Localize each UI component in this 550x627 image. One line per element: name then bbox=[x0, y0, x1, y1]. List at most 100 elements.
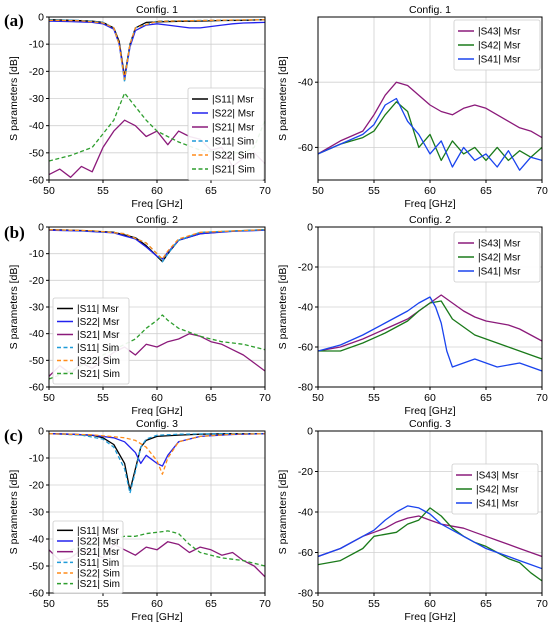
y-tick-label: -60 bbox=[29, 382, 44, 394]
y-axis-label: S parameters [dB] bbox=[8, 470, 20, 555]
legend-label: |S11| Sim bbox=[77, 343, 119, 354]
y-axis-label: S parameters [dB] bbox=[8, 56, 20, 141]
chart-title: Config. 3 bbox=[409, 418, 451, 430]
series-line bbox=[318, 81, 542, 155]
x-tick-label: 70 bbox=[536, 598, 548, 610]
x-tick-label: 65 bbox=[205, 598, 217, 610]
y-tick-label: -30 bbox=[29, 302, 44, 314]
series-line bbox=[318, 97, 542, 171]
y-tick-label: -40 bbox=[298, 77, 313, 89]
x-axis-label: Freq [GHz] bbox=[404, 405, 455, 417]
x-tick-label: 65 bbox=[480, 185, 492, 197]
x-tick-label: 60 bbox=[151, 598, 163, 610]
legend: |S11| Msr|S22| Msr|S21| Msr|S11| Sim|S22… bbox=[52, 297, 130, 385]
y-axis-label: S parameters [dB] bbox=[8, 265, 20, 350]
chart-c-left: 50 55 60 65 70 0 -10 -20 -30 -40 -50 -60 Config. 3 Fr… bbox=[8, 418, 271, 623]
legend-label: |S43| Msr bbox=[476, 471, 519, 482]
legend: |S11| Msr|S22| Msr|S21| Msr|S11| Sim|S22… bbox=[187, 87, 265, 181]
chart-b-left: 50 55 60 65 70 0 -10 -20 -30 -40 -50 -60 Config. 2 Fr… bbox=[8, 214, 271, 417]
y-tick-label: -60 bbox=[29, 588, 44, 600]
legend-label: |S21| Sim bbox=[77, 369, 120, 380]
y-tick-label: -80 bbox=[298, 382, 313, 394]
legend-label: |S11| Msr bbox=[212, 95, 254, 106]
x-tick-label: 55 bbox=[368, 185, 380, 197]
legend-label: |S43| Msr bbox=[478, 239, 521, 250]
chart-c-right: 50 55 60 65 70 0 -20 -40 -60 -80 Config. 3 Freq [GH… bbox=[277, 418, 548, 623]
y-tick-label: -40 bbox=[29, 534, 44, 546]
series-line bbox=[49, 433, 265, 494]
x-tick-label: 60 bbox=[151, 392, 163, 404]
legend: |S43| Msr |S42| Msr |S41| Msr bbox=[453, 19, 541, 71]
series-line bbox=[49, 433, 265, 475]
legend-label: |S11| Sim bbox=[212, 137, 254, 148]
x-axis-label: Freq [GHz] bbox=[131, 198, 182, 210]
x-tick-label: 50 bbox=[43, 598, 55, 610]
chart-title: Config. 2 bbox=[136, 214, 178, 226]
y-tick-label: -80 bbox=[298, 588, 313, 600]
y-tick-label: -30 bbox=[29, 507, 44, 519]
panel-letter: (c) bbox=[4, 426, 23, 445]
legend-label: |S22| Sim bbox=[77, 569, 120, 580]
x-tick-label: 70 bbox=[259, 392, 271, 404]
x-axis-label: Freq [GHz] bbox=[131, 405, 182, 417]
legend-label: |S22| Sim bbox=[77, 356, 120, 367]
y-tick-label: -20 bbox=[29, 480, 44, 492]
series-line bbox=[318, 300, 542, 360]
legend-box bbox=[451, 463, 539, 515]
legend-box bbox=[187, 87, 265, 181]
y-tick-label: -50 bbox=[29, 561, 44, 573]
panel-letter: (a) bbox=[4, 11, 24, 30]
x-tick-label: 50 bbox=[43, 185, 55, 197]
legend-label: |S41| Msr bbox=[476, 499, 519, 510]
y-tick-label: -20 bbox=[298, 262, 313, 274]
legend: |S43| Msr |S42| Msr |S41| Msr bbox=[453, 231, 541, 283]
x-tick-label: 55 bbox=[97, 392, 109, 404]
legend-label: |S11| Msr bbox=[77, 526, 119, 537]
legend-label: |S21| Sim bbox=[212, 165, 255, 176]
chart-title: Config. 1 bbox=[136, 4, 178, 16]
x-tick-label: 70 bbox=[536, 392, 548, 404]
y-tick-label: -10 bbox=[29, 453, 44, 465]
x-tick-label: 70 bbox=[259, 598, 271, 610]
panel-letter: (b) bbox=[4, 223, 25, 242]
chart-title: Config. 2 bbox=[409, 214, 451, 226]
y-tick-label: -20 bbox=[29, 66, 44, 78]
x-tick-label: 55 bbox=[368, 598, 380, 610]
x-tick-label: 70 bbox=[259, 185, 271, 197]
y-tick-label: -20 bbox=[29, 275, 44, 287]
legend-label: |S42| Msr bbox=[478, 41, 521, 52]
series-group bbox=[318, 81, 542, 171]
y-tick-label: -40 bbox=[29, 120, 44, 132]
series-group bbox=[318, 505, 542, 582]
legend-label: |S11| Msr bbox=[77, 304, 119, 315]
x-tick-label: 60 bbox=[151, 185, 163, 197]
series-line bbox=[318, 294, 542, 352]
legend: |S11| Msr|S22| Msr|S21| Msr|S11| Sim|S22… bbox=[52, 520, 124, 594]
x-axis-label: Freq [GHz] bbox=[131, 611, 182, 623]
x-tick-label: 65 bbox=[205, 392, 217, 404]
series-line bbox=[49, 19, 265, 81]
series-line bbox=[318, 296, 542, 372]
x-tick-label: 65 bbox=[480, 598, 492, 610]
x-tick-label: 50 bbox=[312, 185, 324, 197]
legend-label: |S43| Msr bbox=[478, 27, 521, 38]
x-tick-label: 55 bbox=[368, 392, 380, 404]
y-tick-label: -40 bbox=[298, 302, 313, 314]
y-tick-label: 0 bbox=[307, 222, 313, 234]
x-tick-label: 70 bbox=[536, 185, 548, 197]
series-line bbox=[318, 101, 542, 162]
legend-label: |S42| Msr bbox=[476, 485, 519, 496]
legend-label: |S22| Msr bbox=[212, 109, 255, 120]
y-axis-label: S parameters [dB] bbox=[277, 470, 289, 555]
y-tick-label: 0 bbox=[307, 426, 313, 438]
x-tick-label: 50 bbox=[312, 392, 324, 404]
y-tick-label: 0 bbox=[38, 426, 44, 438]
y-tick-label: -50 bbox=[29, 355, 44, 367]
legend: |S43| Msr |S42| Msr |S41| Msr bbox=[451, 463, 539, 515]
x-tick-label: 60 bbox=[424, 392, 436, 404]
legend-label: |S41| Msr bbox=[478, 267, 521, 278]
y-tick-label: 0 bbox=[38, 222, 44, 234]
y-tick-label: -60 bbox=[298, 547, 313, 559]
legend-label: |S42| Msr bbox=[478, 253, 521, 264]
